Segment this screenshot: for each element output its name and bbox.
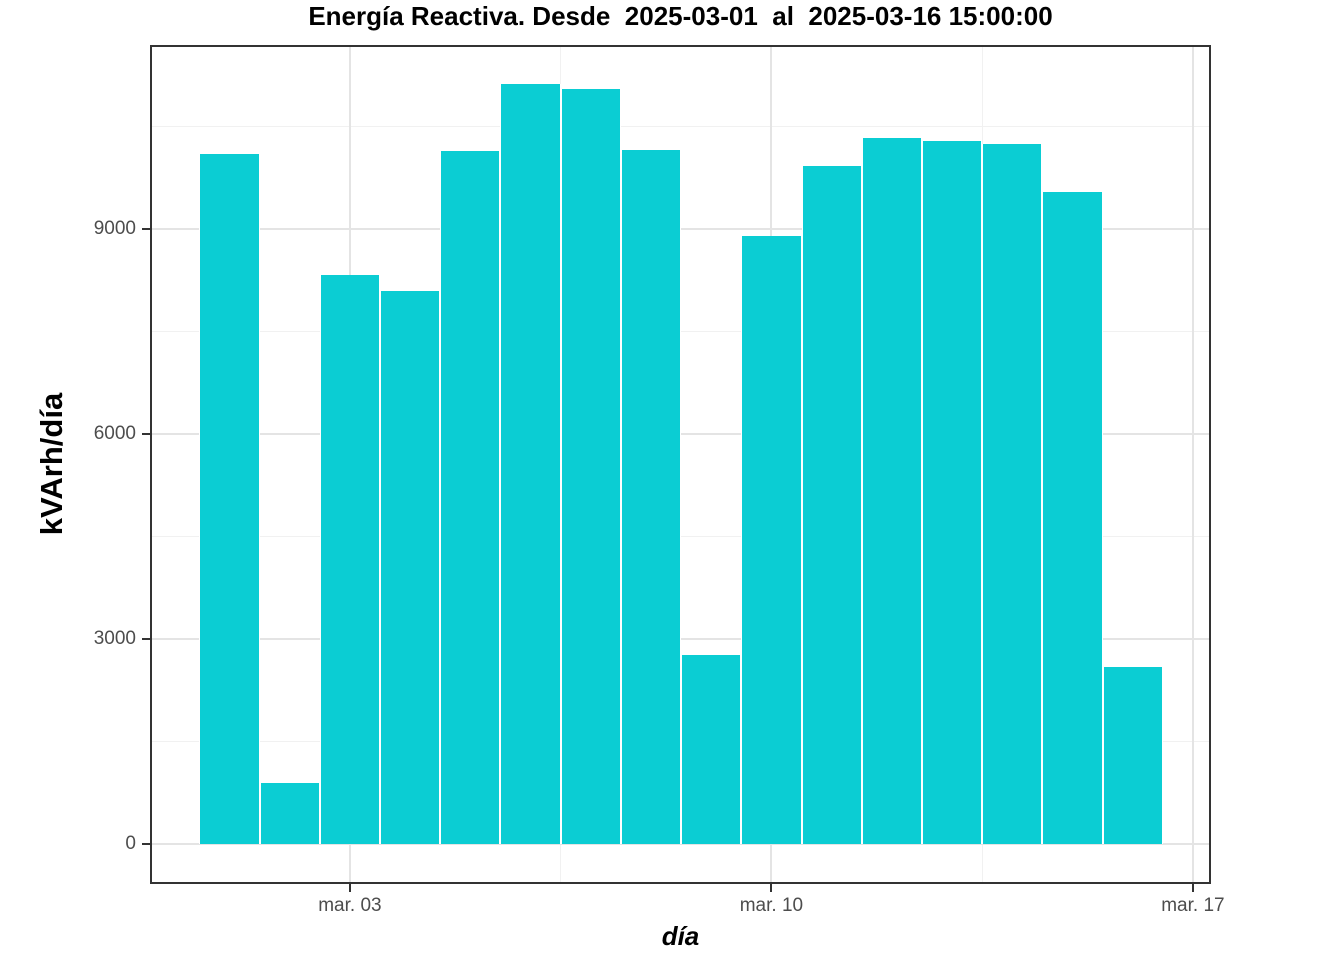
bar-2025-03-03: [319, 274, 380, 845]
x-axis-title: día: [661, 921, 700, 951]
bar-2025-03-01: [199, 153, 260, 845]
y-tick: [142, 227, 150, 230]
y-tick-label: 0: [125, 833, 136, 855]
bar-2025-03-08: [620, 149, 682, 845]
gridline-minor-h: [150, 125, 1211, 127]
bar-2025-03-07: [560, 88, 621, 845]
x-tick-label: mar. 03: [318, 895, 382, 916]
y-tick-label: 9000: [93, 217, 136, 239]
y-tick: [142, 638, 150, 641]
y-tick-label: 3000: [93, 628, 136, 650]
bar-2025-03-05: [440, 151, 501, 845]
plot-panel: [150, 45, 1211, 884]
bar-2025-03-13: [921, 140, 983, 845]
y-axis-title: kVArh/día: [34, 392, 69, 536]
bar-2025-03-10: [741, 235, 802, 845]
bar-2025-03-02: [259, 782, 320, 845]
x-tick: [1191, 884, 1194, 892]
y-tick: [142, 843, 150, 846]
x-tick: [348, 884, 351, 892]
gridline-major-h: [150, 843, 1211, 846]
bar-2025-03-09: [681, 655, 742, 845]
gridline-major-v: [1191, 45, 1194, 884]
bar-2025-03-04: [380, 290, 441, 845]
y-tick: [142, 433, 150, 436]
x-tick-label: mar. 10: [739, 895, 804, 916]
bar-2025-03-14: [982, 144, 1043, 845]
x-tick: [770, 884, 773, 892]
bar-2025-03-16: [1102, 666, 1163, 845]
chart-title: Energía Reactiva. Desde 2025-03-01 al 20…: [308, 1, 1053, 31]
bar-2025-03-15: [1042, 192, 1103, 845]
bar-2025-03-12: [861, 138, 922, 845]
bar-2025-03-11: [801, 166, 862, 845]
y-tick-label: 6000: [93, 423, 136, 445]
bar-2025-03-06: [500, 83, 561, 845]
x-tick-label: mar. 17: [1161, 895, 1225, 916]
